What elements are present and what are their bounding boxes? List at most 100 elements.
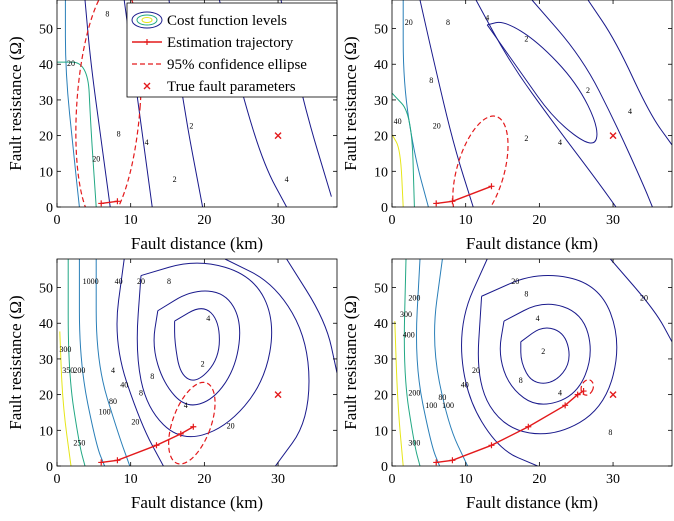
contour-label: 300 [59, 345, 71, 354]
confidence-ellipse [75, 0, 142, 207]
contour-label: 80 [109, 397, 117, 406]
contour-line [402, 0, 429, 207]
contour-line [286, 259, 337, 373]
contour-label: 1000 [83, 277, 99, 286]
x-axis-label: Fault distance (km) [131, 493, 263, 512]
contour-line [78, 259, 106, 466]
contour-label: 40 [120, 380, 128, 389]
contour-label: 2 [524, 134, 528, 143]
contour-label: 8 [150, 372, 154, 381]
contour-line [153, 290, 241, 406]
trajectory-point [449, 198, 456, 205]
legend-label: True fault parameters [167, 79, 296, 95]
trajectory-point [153, 442, 160, 449]
y-tick-label: 20 [39, 130, 53, 145]
y-tick-label: 30 [39, 94, 53, 109]
y-axis-label: Fault resistance (Ω) [6, 36, 25, 170]
y-tick-label: 40 [374, 58, 388, 73]
y-tick-label: 50 [39, 23, 53, 38]
x-tick-label: 30 [271, 213, 285, 228]
contour-line [520, 327, 570, 384]
trajectory-point [574, 391, 581, 398]
legend: Cost function levels Estimation trajector… [126, 2, 338, 98]
trajectory-line [436, 390, 584, 464]
contour-label: 4 [206, 314, 210, 323]
trajectory-point [98, 200, 105, 207]
contour-label: 20 [405, 18, 413, 27]
x-tick-label: 30 [606, 213, 620, 228]
true-parameter-marker [274, 391, 282, 399]
x-tick-label: 0 [389, 472, 396, 487]
contour-line [416, 259, 441, 466]
contour-label: 8 [167, 277, 171, 286]
x-tick-label: 20 [532, 213, 546, 228]
contour-label: 200 [408, 293, 420, 302]
contour-label: 100 [99, 407, 111, 416]
contour-label: 300 [400, 310, 412, 319]
contour-label: 4 [184, 401, 188, 410]
y-tick-label: 0 [46, 201, 53, 216]
true-parameter-marker [609, 132, 617, 140]
contour-label: 2 [524, 34, 528, 43]
y-tick-label: 0 [381, 201, 388, 216]
contour-line [486, 21, 598, 144]
contour-line [403, 259, 421, 466]
contour-label: 8 [429, 76, 433, 85]
plus-icon [144, 39, 150, 45]
x-tick-label: 10 [124, 472, 138, 487]
y-tick-label: 10 [374, 424, 388, 439]
contour-label: 4 [285, 175, 289, 184]
contour-label: 250 [73, 438, 85, 447]
contour-label: 2 [173, 175, 177, 184]
contour-line [394, 321, 404, 466]
contour-label: 2 [189, 121, 193, 130]
y-tick-label: 10 [39, 424, 53, 439]
contour-label: 8 [446, 18, 450, 27]
contour-line [116, 259, 164, 466]
contour-label: 8 [139, 389, 143, 398]
contour-label: 4 [111, 366, 115, 375]
contour-label: 20 [640, 293, 648, 302]
contour-label: 20 [472, 366, 480, 375]
contour-label: 100 [442, 401, 454, 410]
trajectory-point [449, 457, 456, 464]
contour-line [392, 92, 415, 207]
trajectory-point [433, 459, 440, 466]
y-tick-label: 50 [374, 282, 388, 297]
y-tick-label: 20 [374, 389, 388, 404]
trajectory-point [114, 198, 121, 205]
y-tick-label: 40 [374, 317, 388, 332]
y-tick-label: 40 [39, 317, 53, 332]
panel-top-left: 84224820204010203001020304050Fault dista… [6, 0, 338, 253]
contour-line [461, 259, 538, 466]
true-parameter-marker [274, 132, 282, 140]
x-tick-label: 10 [459, 472, 473, 487]
contour-label: 20 [92, 154, 100, 163]
x-tick-label: 30 [271, 472, 285, 487]
x-tick-label: 20 [197, 472, 211, 487]
contour-icon [131, 11, 163, 29]
trajectory-line [436, 185, 492, 205]
y-tick-label: 0 [381, 460, 388, 475]
x-tick-label: 0 [389, 213, 396, 228]
contour-icon [141, 17, 153, 23]
contour-line [499, 303, 591, 405]
cross-icon [143, 82, 151, 90]
y-tick-label: 10 [39, 165, 53, 180]
contour-label: 80 [438, 393, 446, 402]
x-tick-label: 0 [54, 213, 61, 228]
contour-line [419, 0, 474, 207]
y-tick-label: 20 [39, 389, 53, 404]
contour-line [434, 259, 469, 466]
contour-label: 8 [519, 376, 523, 385]
y-tick-label: 40 [39, 58, 53, 73]
contour-icon [136, 14, 158, 26]
contour-label: 20 [137, 277, 145, 286]
contour-label: 8 [608, 428, 612, 437]
confidence-ellipse [452, 115, 509, 207]
trajectory-point [433, 200, 440, 207]
